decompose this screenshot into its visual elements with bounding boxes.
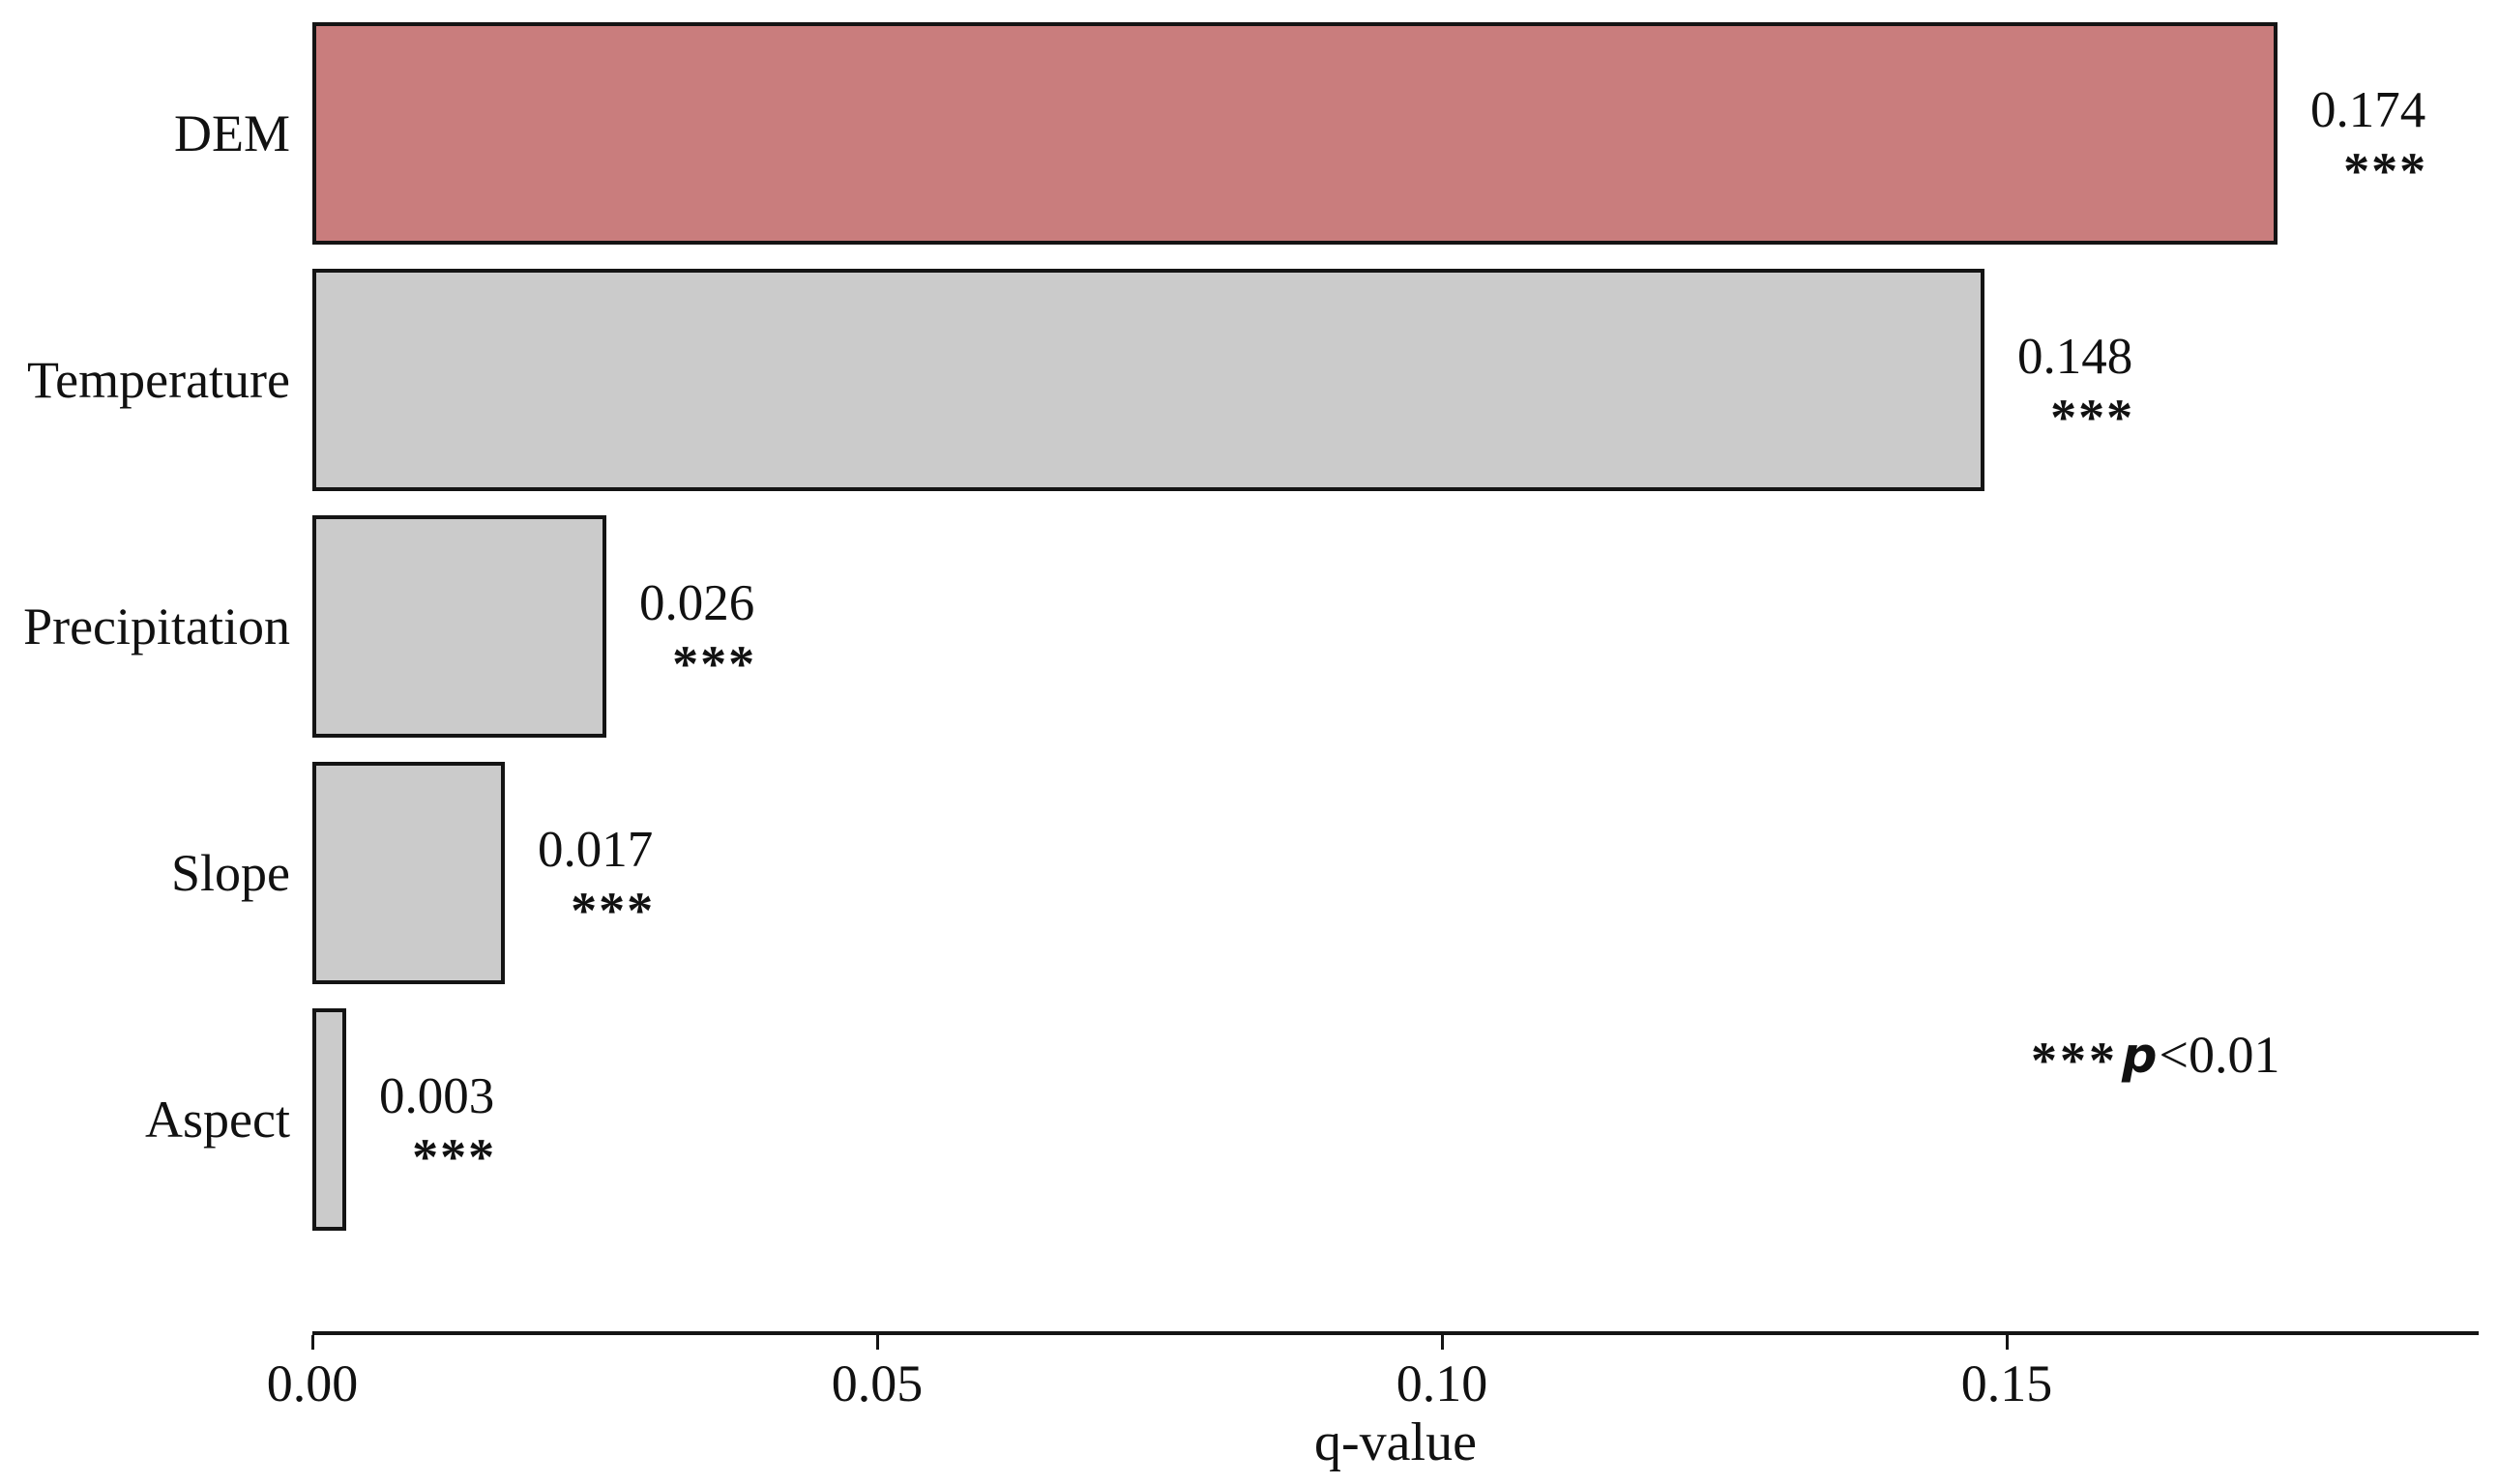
category-label: Slope <box>170 844 290 902</box>
significance-stars: *** <box>2343 142 2428 200</box>
category-label: Aspect <box>145 1091 290 1149</box>
bar <box>312 1008 346 1231</box>
x-axis-tick <box>2006 1335 2009 1350</box>
x-axis-tick-label: 0.05 <box>831 1354 924 1412</box>
value-text: 0.026 <box>639 575 755 631</box>
bar <box>312 762 505 984</box>
significance-note: ***p<0.01 <box>2031 1025 2280 1090</box>
category-label: DEM <box>174 104 290 162</box>
category-label: Precipitation <box>23 597 290 655</box>
significance-stars: *** <box>571 882 656 940</box>
value-text: 0.174 <box>2310 82 2426 138</box>
x-axis-tick-label: 0.15 <box>1960 1354 2053 1412</box>
category-label: Temperature <box>26 351 290 409</box>
x-axis-tick <box>1441 1335 1444 1350</box>
x-axis-tick-label: 0.00 <box>266 1354 359 1412</box>
x-axis-line <box>312 1331 2479 1335</box>
value-text: 0.148 <box>2017 329 2133 385</box>
bar <box>312 515 606 738</box>
value-text: 0.017 <box>538 822 654 878</box>
significance-stars: *** <box>412 1128 497 1186</box>
value-label: 0.174 *** <box>2310 82 2426 199</box>
significance-note-p: p <box>2122 1028 2158 1085</box>
value-label: 0.017 *** <box>538 822 654 939</box>
significance-stars: *** <box>2050 389 2135 447</box>
significance-note-threshold: <0.01 <box>2159 1026 2280 1084</box>
bar <box>312 22 2278 245</box>
value-text: 0.003 <box>379 1068 495 1124</box>
x-axis-tick <box>876 1335 879 1350</box>
x-axis-tick <box>311 1335 314 1350</box>
significance-stars: *** <box>672 635 757 693</box>
bar <box>312 269 1984 491</box>
x-axis-title: q-value <box>1314 1412 1477 1472</box>
value-label: 0.003 *** <box>379 1068 495 1185</box>
value-label: 0.148 *** <box>2017 329 2133 446</box>
x-axis-tick-label: 0.10 <box>1396 1354 1488 1412</box>
significance-note-stars: *** <box>2031 1032 2118 1090</box>
value-label: 0.026 *** <box>639 575 755 692</box>
